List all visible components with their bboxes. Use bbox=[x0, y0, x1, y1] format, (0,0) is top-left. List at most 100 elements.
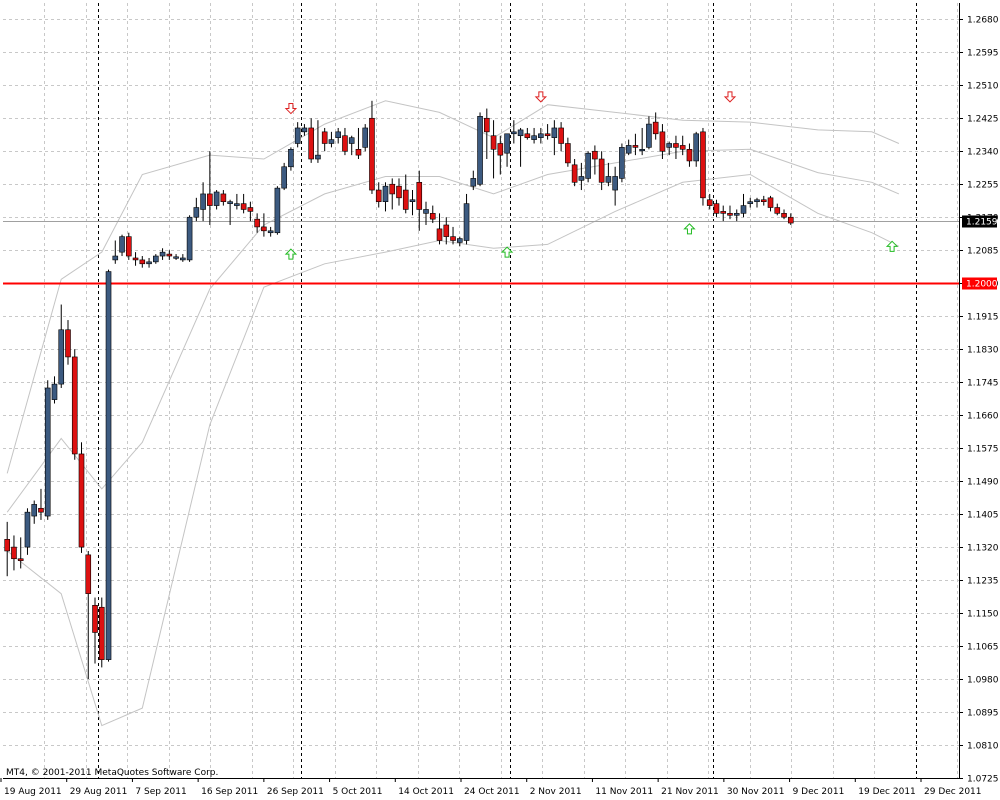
candle-bear bbox=[240, 203, 247, 210]
candle-bear bbox=[787, 216, 794, 224]
candle-bull bbox=[747, 201, 754, 204]
candle-bear bbox=[139, 259, 146, 265]
candle-bull bbox=[146, 261, 152, 265]
y-tick-label: 1.1490 bbox=[967, 478, 999, 488]
candle-bear bbox=[254, 218, 260, 228]
y-tick-label: 1.0895 bbox=[967, 709, 999, 719]
candle-bear bbox=[713, 203, 720, 214]
candle-bear bbox=[342, 135, 348, 152]
candle-bear bbox=[544, 133, 551, 137]
candle-bear bbox=[416, 181, 423, 210]
candle-bull bbox=[213, 191, 220, 206]
candle-bear bbox=[436, 228, 443, 241]
candle-bull bbox=[646, 123, 652, 148]
candle-bull bbox=[463, 203, 470, 241]
x-axis: 19 Aug 2011 29 Aug 2011 7 Sep 2011 16 Sep 2… bbox=[0, 778, 982, 797]
candle-bear bbox=[247, 207, 254, 212]
x-tick-label: 11 Nov 2011 bbox=[595, 787, 653, 797]
candle-bear bbox=[389, 183, 396, 195]
candle-bear bbox=[321, 131, 328, 144]
candle-bull bbox=[31, 504, 38, 517]
x-tick-label: 30 Nov 2011 bbox=[727, 787, 785, 797]
candle-bear bbox=[402, 189, 409, 210]
candle-bear bbox=[92, 605, 98, 633]
x-tick-label: 26 Sep 2011 bbox=[267, 787, 324, 797]
candle-bear bbox=[65, 329, 71, 358]
candle-bull bbox=[666, 143, 672, 148]
y-tick-label: 1.1235 bbox=[967, 577, 999, 587]
candle-bull bbox=[551, 127, 558, 138]
y-tick-label: 1.2340 bbox=[967, 148, 999, 158]
candle-bull bbox=[531, 135, 537, 140]
candle-bear bbox=[71, 356, 78, 455]
band-upper bbox=[6, 100, 900, 474]
x-tick-label: 16 Sep 2011 bbox=[201, 787, 258, 797]
candle-bear bbox=[760, 199, 767, 202]
y-tick-label: 1.1405 bbox=[967, 511, 999, 521]
candle-bull bbox=[105, 271, 112, 660]
level-price-label: 1.2000 bbox=[966, 280, 998, 290]
candle-bull bbox=[267, 230, 274, 234]
candle-bull bbox=[281, 166, 287, 189]
y-tick-label: 1.2680 bbox=[967, 16, 999, 26]
candle-bear bbox=[774, 207, 781, 214]
candle-bear bbox=[632, 145, 639, 148]
candle-bull bbox=[348, 137, 355, 144]
candle-bull bbox=[538, 133, 544, 138]
candle-bull bbox=[477, 116, 483, 185]
candle-bull bbox=[328, 139, 335, 144]
y-tick-label: 1.1745 bbox=[967, 379, 999, 389]
candle-bear bbox=[17, 558, 24, 561]
fractal-up-arrow-icon bbox=[284, 248, 298, 260]
candle-bull bbox=[517, 129, 524, 137]
candle-bear bbox=[85, 554, 92, 594]
candle-bull bbox=[24, 511, 31, 548]
fractal-down-arrow-icon bbox=[284, 103, 298, 115]
candle-bear bbox=[4, 539, 10, 552]
candle-bull bbox=[733, 213, 740, 216]
y-tick-label: 1.1830 bbox=[967, 346, 999, 356]
candle-bull bbox=[423, 209, 429, 214]
candle-bull bbox=[625, 145, 632, 154]
copyright-watermark: MT4, © 2001-2011 MetaQuotes Software Cor… bbox=[6, 768, 219, 778]
y-tick-label: 1.2595 bbox=[967, 49, 999, 59]
y-tick-label: 1.0810 bbox=[967, 742, 999, 752]
x-tick-label: 5 Oct 2011 bbox=[333, 787, 383, 797]
y-tick-label: 1.1150 bbox=[967, 610, 999, 620]
candle-bear bbox=[11, 546, 17, 560]
candle-bear bbox=[673, 143, 679, 148]
candle-bear bbox=[558, 127, 564, 144]
candle-bear bbox=[375, 189, 382, 202]
fractal-down-arrow-icon bbox=[534, 91, 548, 103]
candle-bull bbox=[409, 199, 416, 202]
candle-bear bbox=[38, 507, 44, 513]
candle-bull bbox=[159, 251, 166, 257]
candle-bear bbox=[132, 257, 139, 261]
candle-bull bbox=[578, 176, 585, 181]
current-price-label: 1.2159 bbox=[966, 218, 998, 228]
x-tick-label: 19 Aug 2011 bbox=[4, 787, 62, 797]
candle-bear bbox=[207, 193, 213, 206]
candle-bull bbox=[470, 178, 477, 187]
y-tick-label: 1.2085 bbox=[967, 247, 999, 257]
candle-bear bbox=[443, 224, 450, 237]
fractal-up-arrow-icon bbox=[885, 240, 899, 252]
candle-bear bbox=[396, 185, 402, 199]
y-tick-label: 1.0980 bbox=[967, 676, 999, 686]
candle-bear bbox=[720, 211, 727, 214]
current-price-tag bbox=[962, 215, 997, 228]
candle-bull bbox=[382, 185, 389, 202]
fractal-down-arrow-icon bbox=[723, 91, 737, 103]
candle-bear bbox=[659, 131, 666, 152]
fractal-up-arrow-icon bbox=[683, 223, 696, 235]
candle-bull bbox=[200, 193, 206, 210]
candle-bear bbox=[781, 213, 787, 218]
candle-bull bbox=[180, 257, 186, 261]
candle-bear bbox=[429, 213, 436, 220]
y-tick-label: 1.1575 bbox=[967, 445, 999, 455]
candle-bull bbox=[51, 383, 58, 400]
candle-bull bbox=[186, 216, 193, 261]
candle-bear bbox=[571, 164, 578, 183]
candle-bull bbox=[585, 152, 591, 179]
